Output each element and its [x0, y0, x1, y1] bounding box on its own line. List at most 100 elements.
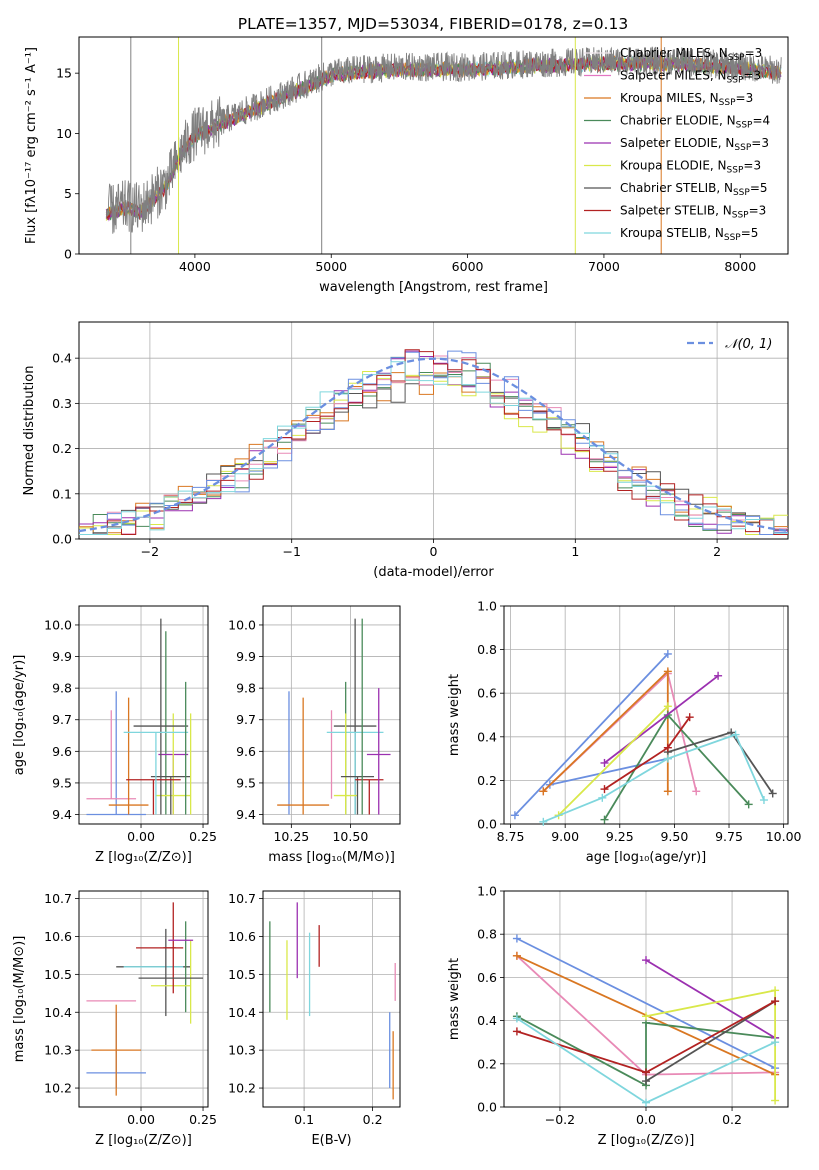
legend-label: Kroupa ELODIE, NSSP=3 — [620, 159, 761, 176]
mass-vs-Z-panel: 0.00 0.25 10.2 10.3 10.4 10.5 10.6 10.7 Z [log₁₀… — [12, 890, 217, 1148]
y-tick-label: 9.7 — [52, 712, 72, 727]
legend-label: Chabrier MILES, NSSP=3 — [620, 46, 762, 63]
y-tick-label: 9.8 — [52, 681, 72, 696]
mass-weight-vs-Z-panel: −0.2 0.0 0.2 0.0 0.2 0.4 0.6 0.8 1.0 Z [log₁₀(Z/Z… — [447, 884, 789, 1148]
age-vs-Z-panel: 0.00 0.25 9.4 9.5 9.6 9.7 9.8 9.9 10.0 Z [log₁₀(Z… — [12, 605, 217, 865]
x-tick-label: 8.75 — [497, 829, 525, 844]
x-tick-label: 0.00 — [127, 829, 155, 844]
spectrum-plot — [105, 37, 782, 254]
weight-line — [516, 937, 776, 1069]
y-tick-label: 5 — [64, 186, 72, 201]
y-tick-label: 0.0 — [477, 817, 497, 832]
y-tick-label: 10.5 — [228, 967, 256, 982]
x-tick-label: 0.25 — [189, 1112, 217, 1127]
x-tick-label: 1 — [571, 544, 579, 559]
weight-line — [603, 675, 719, 764]
axes-frame — [78, 890, 209, 1108]
x-tick-label: 9.00 — [551, 829, 579, 844]
y-axis-label: age [log₁₀(age/yr)] — [12, 655, 27, 776]
x-tick-label: 0.0 — [636, 1112, 656, 1127]
x-axis-label: mass [log₁₀(M/M⊙)] — [268, 850, 395, 865]
y-axis-label: mass weight — [447, 958, 462, 1040]
y-tick-label: 10.4 — [44, 1005, 72, 1020]
y-tick-label: 10.5 — [44, 967, 72, 982]
x-tick-label: 0.00 — [127, 1112, 155, 1127]
y-tick-label: 0.4 — [477, 1013, 497, 1028]
y-axis-label: Normed distribution — [22, 366, 37, 496]
figure-title: PLATE=1357, MJD=53034, FIBERID=0178, z=0… — [238, 15, 628, 33]
age-vs-mass-panel: 10.25 10.50 9.4 9.5 9.6 9.7 9.8 9.9 10.0 mass [lo… — [228, 605, 401, 865]
y-axis-label: Flux [fλ10⁻¹⁷ erg cm⁻² s⁻¹ A⁻¹] — [24, 47, 39, 244]
x-axis-label: Z [log₁₀(Z/Z⊙)] — [598, 1133, 695, 1148]
axes-frame — [262, 605, 401, 825]
x-axis-label: E(B-V) — [311, 1133, 351, 1148]
y-tick-label: 0.2 — [477, 1056, 497, 1071]
y-tick-label: 9.7 — [236, 712, 256, 727]
x-tick-label: 0 — [430, 544, 438, 559]
weight-line — [557, 705, 669, 816]
y-tick-label: 0 — [64, 247, 72, 262]
legend-label: Chabrier STELIB, NSSP=5 — [620, 181, 768, 198]
y-tick-label: 10.3 — [44, 1043, 72, 1058]
y-tick-label: 10 — [56, 126, 72, 141]
legend-label: 𝒩(0, 1) — [725, 337, 772, 352]
y-axis-label: mass [log₁₀(M/M⊙)] — [12, 936, 27, 1063]
legend-label: Salpeter STELIB, NSSP=3 — [620, 204, 766, 221]
y-tick-label: 9.6 — [236, 744, 256, 759]
x-tick-label: 10.25 — [273, 829, 309, 844]
legend-label: Kroupa STELIB, NSSP=5 — [620, 226, 758, 243]
x-tick-label: 2 — [713, 544, 721, 559]
x-tick-label: 0.25 — [189, 829, 217, 844]
y-tick-label: 10.6 — [228, 929, 256, 944]
x-axis-label: Z [log₁₀(Z/Z⊙)] — [95, 850, 192, 865]
y-tick-label: 0.4 — [477, 729, 497, 744]
x-axis-label: age [log₁₀(age/yr)] — [586, 850, 707, 865]
x-tick-label: 9.75 — [715, 829, 743, 844]
y-tick-label: 10.6 — [44, 929, 72, 944]
x-tick-label: 0.1 — [294, 1112, 314, 1127]
weight-line — [645, 1000, 776, 1082]
y-tick-label: 0.8 — [477, 927, 497, 942]
y-tick-label: 0.3 — [52, 396, 72, 411]
x-tick-label: −2 — [141, 544, 159, 559]
legend-label: Chabrier ELODIE, NSSP=4 — [620, 114, 770, 131]
y-tick-label: 0.0 — [52, 532, 72, 547]
x-axis-label: (data-model)/error — [373, 565, 494, 580]
y-tick-label: 1.0 — [477, 599, 497, 614]
x-tick-label: 4000 — [179, 259, 211, 274]
y-tick-label: 0.6 — [477, 970, 497, 985]
weight-line — [516, 1015, 776, 1087]
y-tick-label: 10.2 — [228, 1081, 256, 1096]
histogram-step — [79, 350, 788, 535]
y-tick-label: 9.5 — [236, 775, 256, 790]
x-axis-label: Z [log₁₀(Z/Z⊙)] — [95, 1133, 192, 1148]
x-tick-label: −0.2 — [545, 1112, 575, 1127]
y-tick-label: 0.1 — [52, 486, 72, 501]
y-tick-label: 10.0 — [228, 617, 256, 632]
y-tick-label: 15 — [56, 66, 72, 81]
histogram-step — [79, 361, 788, 535]
x-tick-label: 6000 — [452, 259, 484, 274]
gaussian-reference-curve — [79, 357, 788, 533]
axes-frame — [78, 321, 789, 540]
axes-frame — [503, 605, 789, 825]
axes-frame — [262, 890, 401, 1108]
x-tick-label: 10.50 — [332, 829, 368, 844]
y-tick-label: 9.9 — [236, 649, 256, 664]
y-tick-label: 10.3 — [228, 1043, 256, 1058]
y-tick-label: 1.0 — [477, 884, 497, 899]
x-tick-label: 7000 — [588, 259, 620, 274]
y-tick-label: 0.2 — [477, 773, 497, 788]
y-tick-label: 10.7 — [44, 891, 72, 906]
legend-label: Kroupa MILES, NSSP=3 — [620, 91, 753, 108]
y-tick-label: 9.4 — [236, 807, 256, 822]
x-tick-label: −1 — [282, 544, 300, 559]
x-tick-label: 5000 — [315, 259, 347, 274]
observed-spectrum-line — [105, 46, 782, 234]
histogram-plot — [79, 349, 788, 535]
weight-line — [645, 959, 776, 1039]
y-tick-label: 0.2 — [52, 441, 72, 456]
y-tick-label: 9.5 — [52, 775, 72, 790]
y-tick-label: 0.8 — [477, 642, 497, 657]
